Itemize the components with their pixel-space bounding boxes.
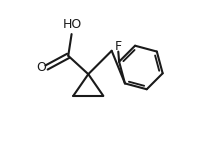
Text: F: F: [115, 40, 122, 53]
Text: O: O: [36, 61, 46, 74]
Text: HO: HO: [63, 18, 82, 31]
